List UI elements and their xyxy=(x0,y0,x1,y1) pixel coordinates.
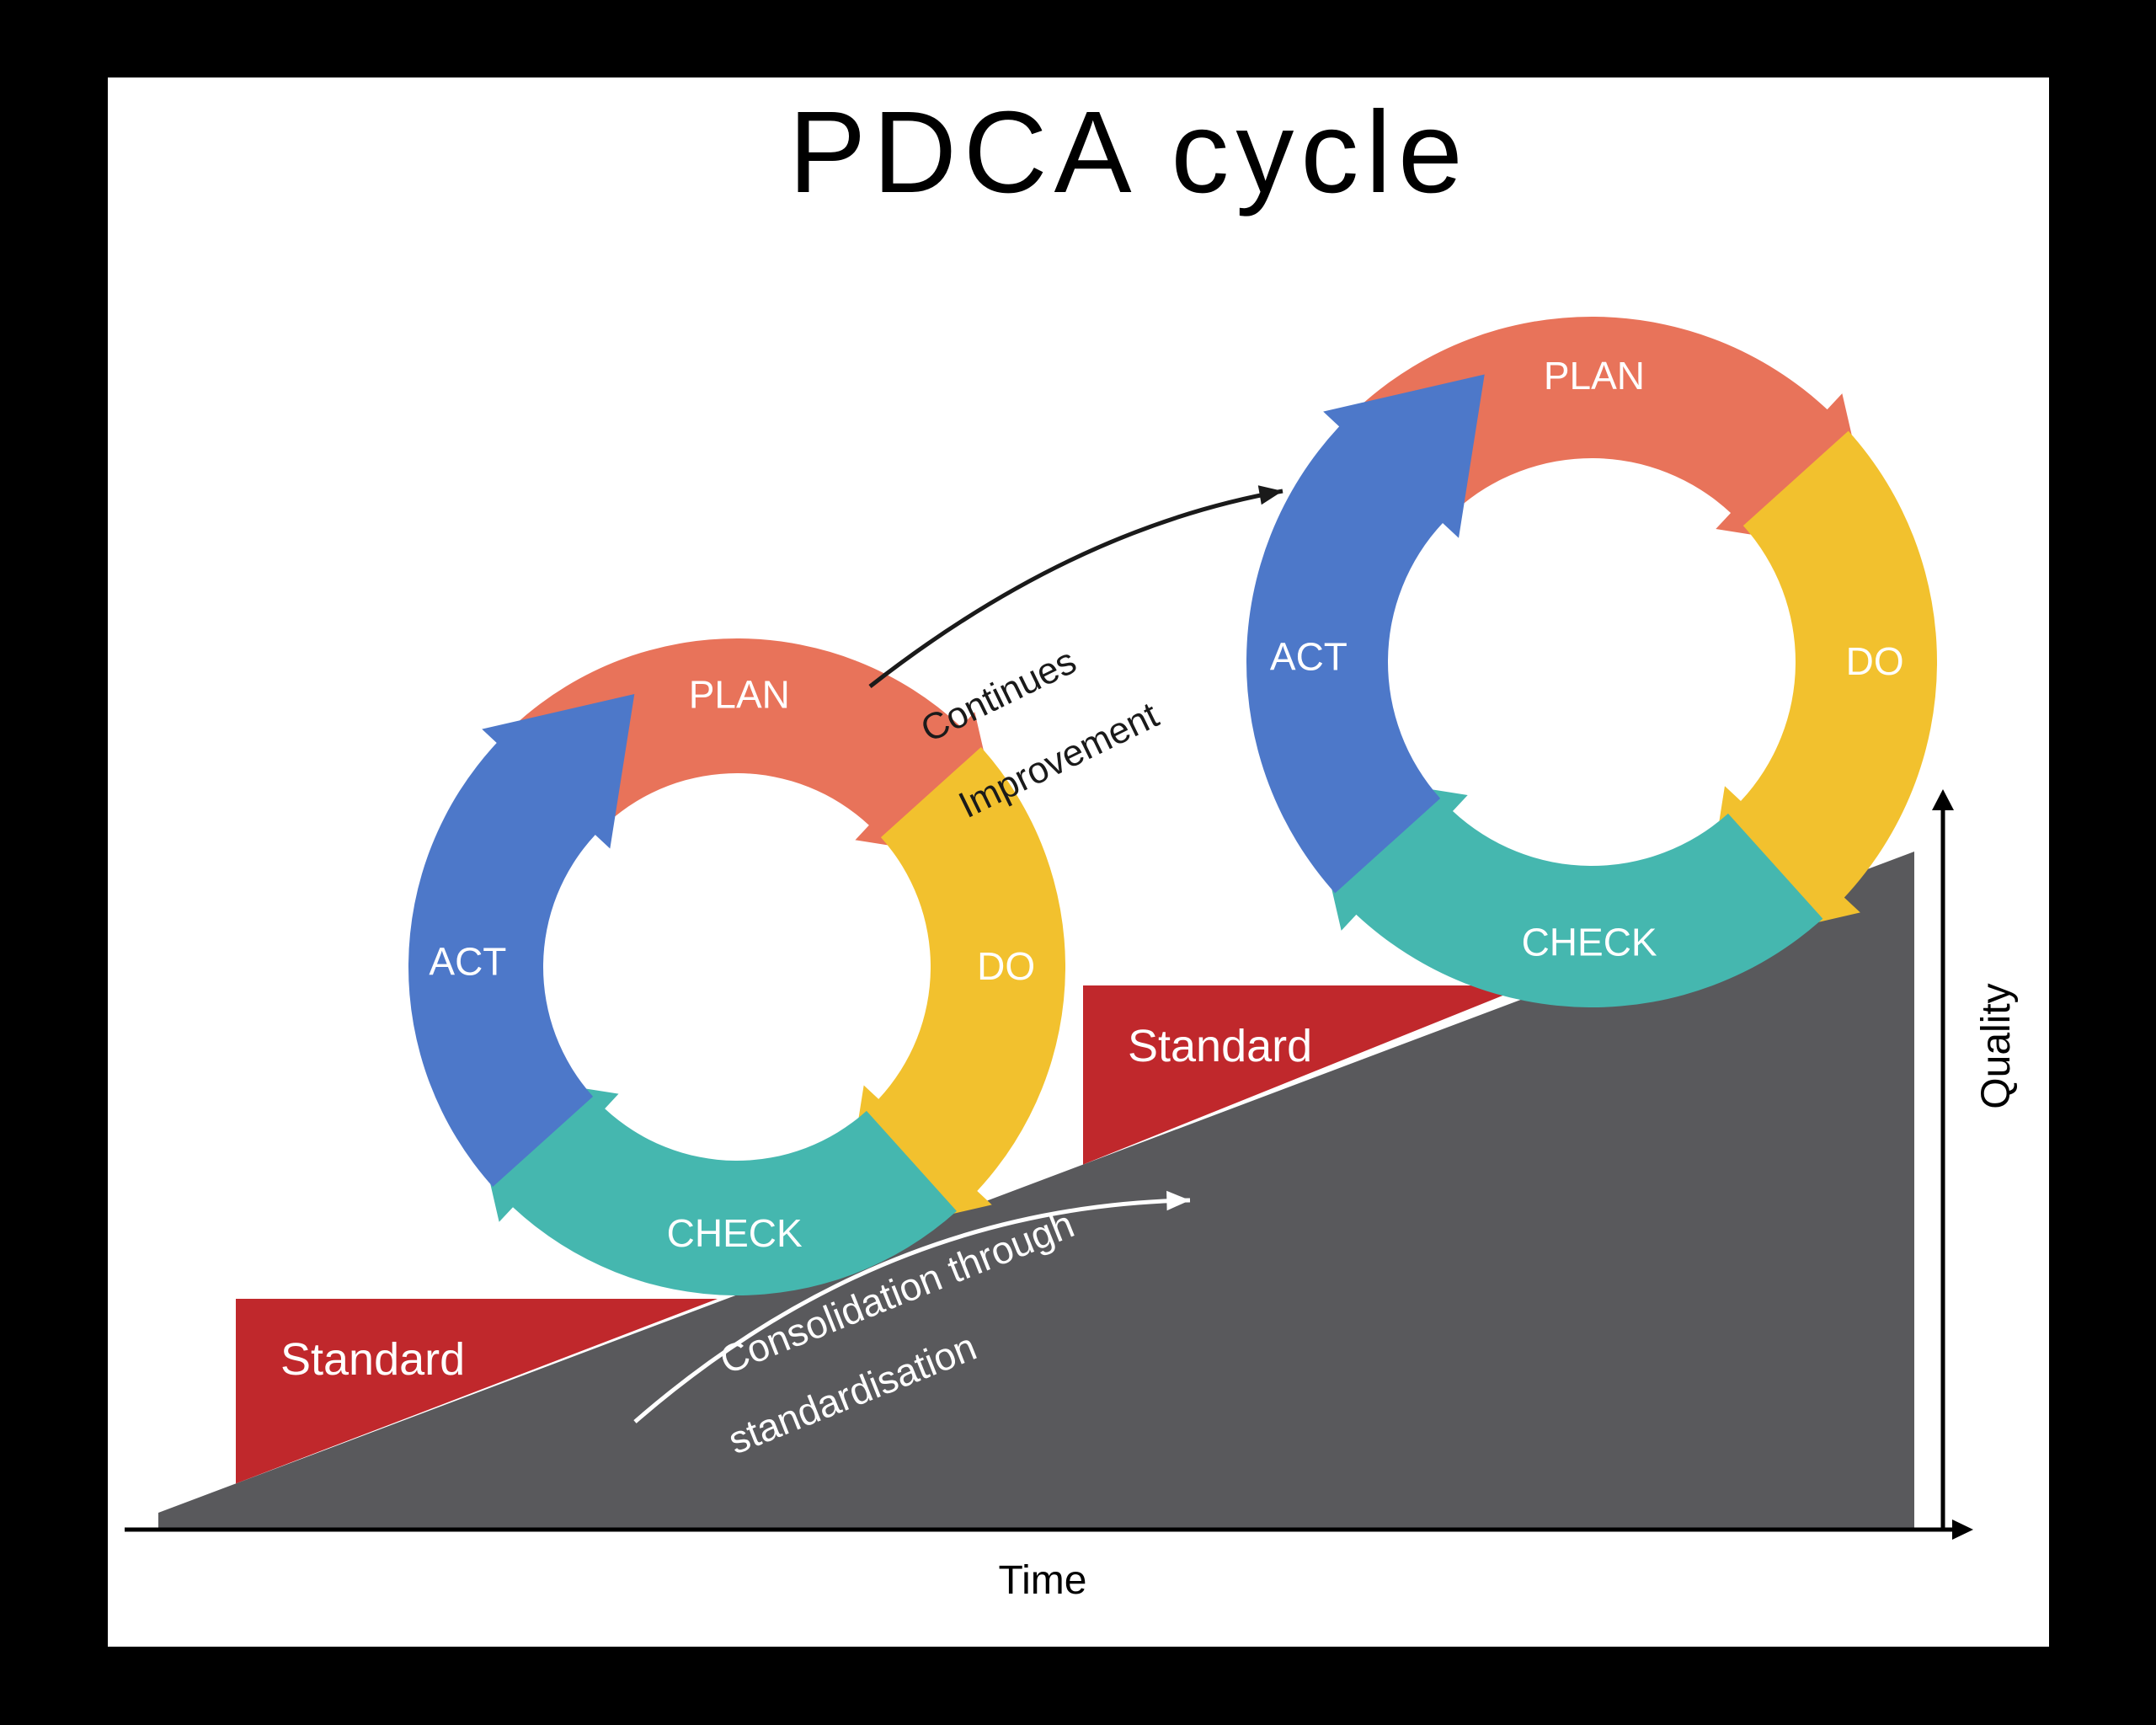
svg-text:ACT: ACT xyxy=(429,939,506,983)
svg-text:Time: Time xyxy=(999,1558,1087,1603)
svg-text:Standard: Standard xyxy=(1128,1021,1312,1071)
svg-text:ACT: ACT xyxy=(1270,634,1348,678)
svg-text:DO: DO xyxy=(1846,639,1904,683)
svg-text:Standard: Standard xyxy=(280,1334,465,1385)
svg-text:PLAN: PLAN xyxy=(1544,354,1645,398)
svg-text:CHECK: CHECK xyxy=(667,1211,803,1255)
svg-text:CHECK: CHECK xyxy=(1522,920,1657,964)
svg-text:Quality: Quality xyxy=(1974,983,2019,1108)
svg-text:Continues: Continues xyxy=(915,640,1083,750)
svg-text:PLAN: PLAN xyxy=(689,673,790,717)
svg-text:DO: DO xyxy=(977,944,1035,988)
